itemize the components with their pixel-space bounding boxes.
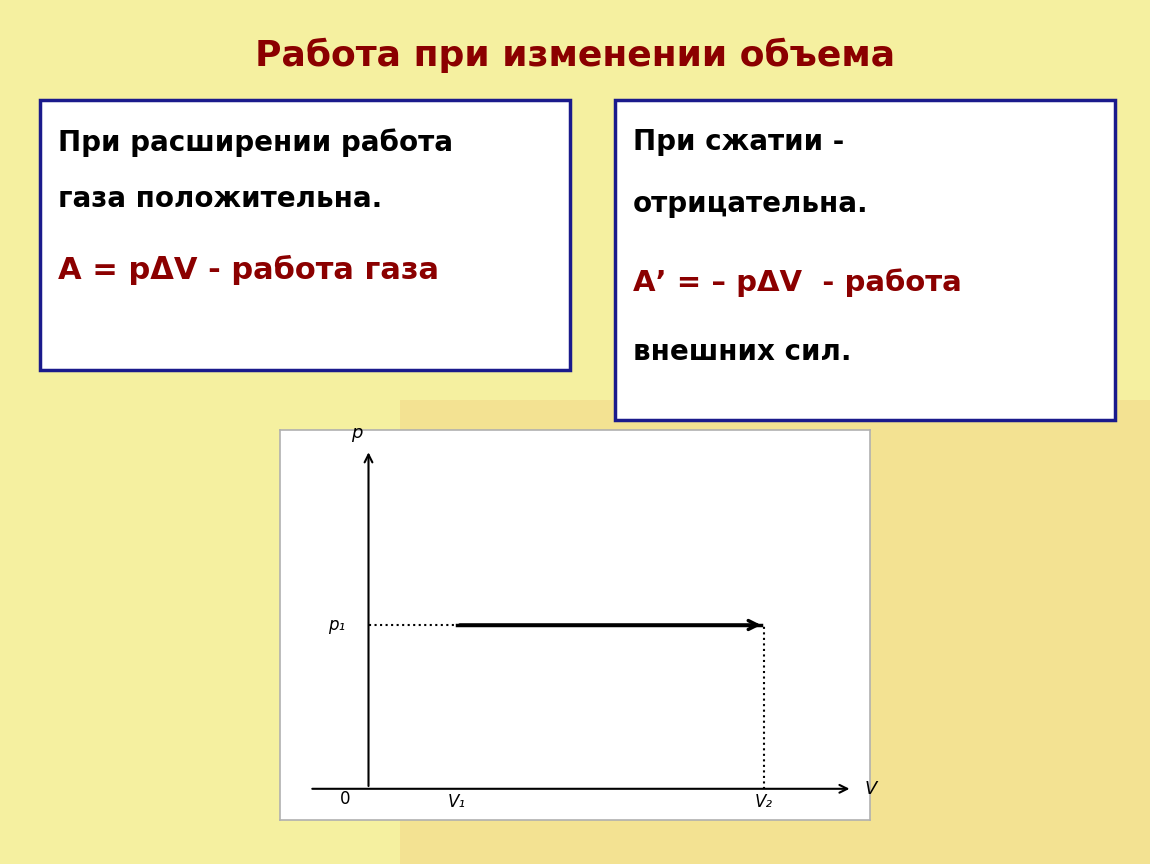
Text: отрицательна.: отрицательна. <box>632 190 868 218</box>
Text: внешних сил.: внешних сил. <box>632 338 851 366</box>
Text: V₂: V₂ <box>754 793 773 811</box>
FancyBboxPatch shape <box>400 400 1150 864</box>
Text: V: V <box>864 780 876 797</box>
Text: А = рΔV - работа газа: А = рΔV - работа газа <box>58 255 439 285</box>
Text: Работа при изменении объема: Работа при изменении объема <box>255 37 895 73</box>
Text: 0: 0 <box>339 790 350 808</box>
FancyBboxPatch shape <box>40 100 570 370</box>
Text: p: p <box>351 423 362 442</box>
Text: При расширении работа: При расширении работа <box>58 128 453 156</box>
Text: V₁: V₁ <box>448 793 466 811</box>
Text: p₁: p₁ <box>328 616 345 634</box>
FancyBboxPatch shape <box>615 100 1116 420</box>
Text: При сжатии -: При сжатии - <box>632 128 844 156</box>
Text: А’ = – рΔV  - работа: А’ = – рΔV - работа <box>632 268 961 296</box>
Text: газа положительна.: газа положительна. <box>58 185 382 213</box>
